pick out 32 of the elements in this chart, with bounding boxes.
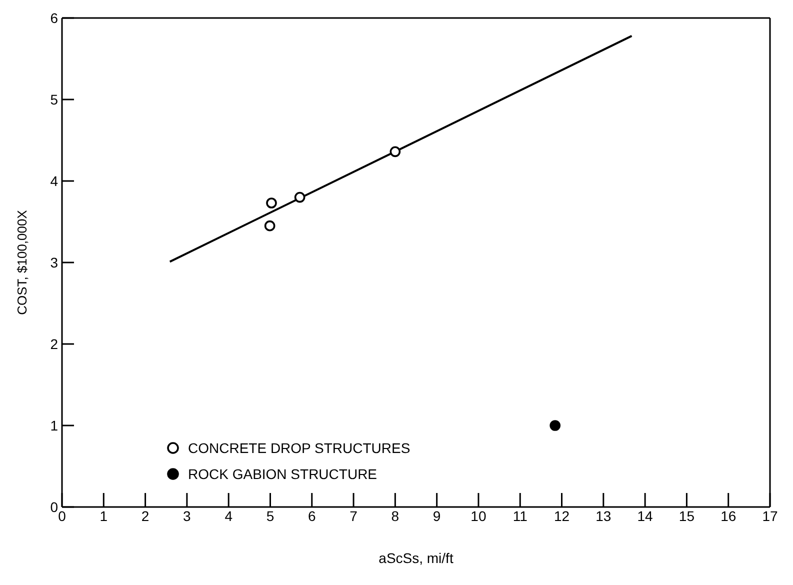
x-tick-label: 2 (141, 508, 150, 524)
y-axis-title: COST, $100,000X (14, 210, 30, 315)
y-tick-label: 6 (50, 10, 58, 26)
x-tick-label: 7 (350, 508, 358, 524)
x-tick-label: 14 (637, 508, 654, 524)
legend-label: ROCK GABION STRUCTURE (188, 466, 378, 482)
x-tick-label: 16 (720, 508, 736, 524)
x-tick-label: 11 (512, 508, 528, 524)
x-tick-label: 10 (470, 508, 486, 524)
x-tick-label: 17 (762, 508, 778, 524)
point (390, 146, 401, 158)
y-tick-label: 5 (50, 91, 58, 108)
x-tick-label: 13 (596, 508, 612, 524)
x-tick-label: 4 (224, 508, 233, 524)
x-tick-label: 12 (554, 508, 570, 524)
x-tick-label: 15 (678, 508, 695, 524)
y-tick-label: 3 (50, 254, 58, 270)
y-tick-label: 1 (50, 417, 58, 434)
y-tick-label: 2 (50, 336, 58, 352)
x-tick-label: 1 (100, 508, 108, 524)
x-tick-label: 5 (266, 508, 274, 524)
point (264, 220, 276, 232)
x-tick-label: 6 (308, 508, 316, 524)
x-tick-label: 9 (432, 508, 441, 524)
point (294, 192, 306, 203)
point (550, 420, 561, 431)
point (266, 198, 277, 208)
y-tick-label: 4 (50, 172, 58, 189)
legend-label: CONCRETE DROP STRUCTURES (188, 440, 410, 456)
x-axis-title: aScSs, mi/ft (378, 550, 454, 566)
x-tick-label: 3 (183, 508, 192, 524)
x-tick-label: 8 (391, 508, 400, 524)
